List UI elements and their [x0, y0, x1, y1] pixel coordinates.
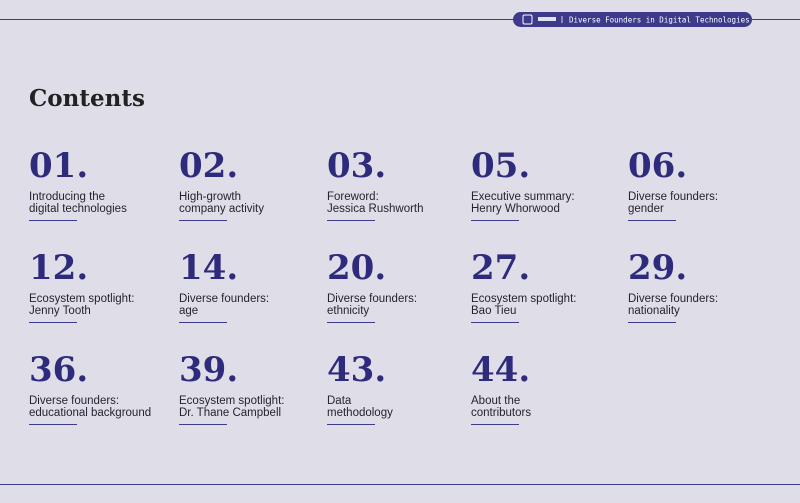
item-number: 02.: [179, 146, 238, 186]
header-logo: [538, 17, 556, 21]
item-label: contributors: [471, 407, 531, 419]
item-number: 06.: [628, 146, 687, 186]
item-number: 03.: [327, 146, 386, 186]
item-label: nationality: [628, 305, 680, 317]
item-label: High-growth: [179, 191, 241, 203]
item-label: Diverse founders:: [179, 293, 269, 305]
item-label: Ecosystem spotlight:: [179, 395, 284, 407]
item-label: Executive summary:: [471, 191, 575, 203]
item-number: 05.: [471, 146, 530, 186]
item-label: Henry Whorwood: [471, 203, 560, 215]
item-label: Data: [327, 395, 352, 407]
item-label: Bao Tieu: [471, 305, 516, 317]
item-label: ethnicity: [327, 305, 369, 317]
item-label: Dr. Thane Campbell: [179, 407, 281, 419]
item-label: Ecosystem spotlight:: [471, 293, 576, 305]
item-number: 14.: [179, 248, 238, 288]
item-label: Jenny Tooth: [29, 305, 91, 317]
item-label: Diverse founders:: [628, 191, 718, 203]
header-pill: [513, 12, 752, 27]
item-label: Ecosystem spotlight:: [29, 293, 134, 305]
item-label: educational background: [29, 407, 151, 419]
item-label: gender: [628, 203, 664, 215]
header-text: Diverse Founders in Digital Technologies: [569, 16, 750, 25]
item-label: Introducing the: [29, 191, 105, 203]
item-number: 44.: [471, 350, 530, 390]
item-label: Diverse founders:: [628, 293, 718, 305]
item-number: 43.: [327, 350, 386, 390]
item-number: 36.: [29, 350, 88, 390]
item-number: 01.: [29, 146, 88, 186]
item-label: Diverse founders:: [327, 293, 417, 305]
page-title: Contents: [29, 85, 145, 112]
item-label: Diverse founders:: [29, 395, 119, 407]
item-label: age: [179, 305, 198, 317]
item-number: 29.: [628, 248, 687, 288]
item-number: 39.: [179, 350, 238, 390]
item-label: company activity: [179, 203, 264, 215]
item-label: About the: [471, 395, 520, 407]
item-number: 20.: [327, 248, 386, 288]
item-label: methodology: [327, 407, 393, 419]
item-label: Jessica Rushworth: [327, 203, 424, 215]
item-number: 12.: [29, 248, 88, 288]
item-number: 27.: [471, 248, 530, 288]
header-icon: [522, 14, 533, 25]
item-label: Foreword:: [327, 191, 379, 203]
item-label: digital technologies: [29, 203, 127, 215]
